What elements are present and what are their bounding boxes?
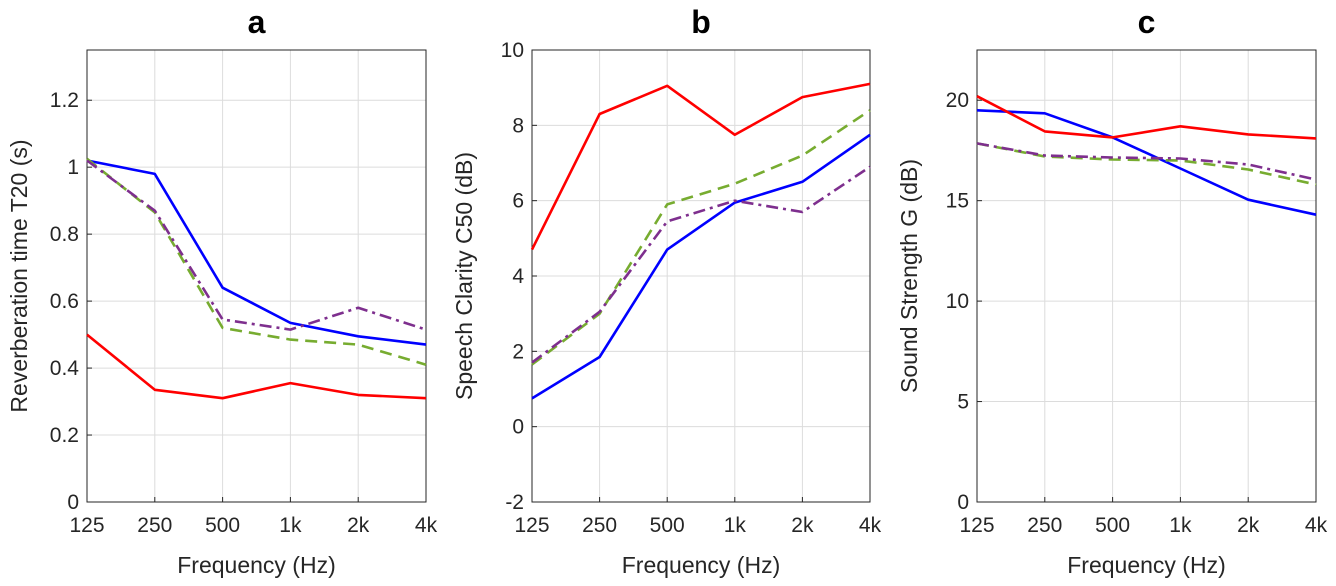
y-tick-label: 15 xyxy=(946,190,969,213)
series-line-2 xyxy=(86,333,427,400)
y-tick-label: 10 xyxy=(501,39,524,62)
x-tick-label: 500 xyxy=(650,514,685,537)
panel-title: c xyxy=(1138,4,1156,40)
y-tick-label: 20 xyxy=(946,89,969,112)
x-axis-label: Frequency (Hz) xyxy=(1067,552,1225,578)
x-tick-label: 2k xyxy=(1237,514,1260,537)
series-line-1 xyxy=(86,159,427,346)
chart-panel-a: 125 250 500 1k 2k 4k 0 0.2 0.4 0.6 0.8 1 1.2 a Frequen… xyxy=(6,4,438,578)
y-tick-label: 1.2 xyxy=(50,89,79,112)
x-tick-label: 1k xyxy=(279,514,302,537)
panel-title: a xyxy=(248,4,266,40)
x-tick-label: 500 xyxy=(1095,514,1130,537)
y-axis-label: Reverberation time T20 (s) xyxy=(6,139,32,412)
y-tick-label: 10 xyxy=(946,290,969,313)
x-tick-label: 250 xyxy=(1027,514,1062,537)
x-tick-label: 250 xyxy=(137,514,172,537)
x-tick-label: 2k xyxy=(791,514,814,537)
y-axis-label: Speech Clarity C50 (dB) xyxy=(451,152,477,400)
x-tick-label: 1k xyxy=(724,514,747,537)
y-tick-label: 0.6 xyxy=(50,290,79,313)
panel-title: b xyxy=(691,4,711,40)
series-line-2 xyxy=(976,95,1317,140)
x-tick-label: 2k xyxy=(347,514,370,537)
axis-box xyxy=(86,49,427,503)
y-tick-label: 4 xyxy=(512,265,524,288)
x-tick-label: 1k xyxy=(1169,514,1192,537)
y-tick-label: -2 xyxy=(505,491,524,514)
series-line-3 xyxy=(976,142,1317,186)
y-tick-label: 2 xyxy=(512,340,524,363)
series-line-2 xyxy=(530,82,871,251)
x-axis-label: Frequency (Hz) xyxy=(622,552,780,578)
x-tick-label: 125 xyxy=(514,514,549,537)
x-axis-label: Frequency (Hz) xyxy=(177,552,335,578)
y-tick-label: 0.2 xyxy=(50,424,79,447)
series-line-1 xyxy=(531,133,871,400)
y-axis-label: Sound Strength G (dB) xyxy=(896,159,922,393)
series-line-1 xyxy=(976,109,1317,216)
x-tick-label: 250 xyxy=(582,514,617,537)
x-tick-label: 125 xyxy=(69,514,104,537)
y-tick-label: 0.8 xyxy=(50,223,79,246)
series-line-4 xyxy=(976,142,1317,181)
series-line-3 xyxy=(86,157,427,366)
x-tick-label: 4k xyxy=(859,514,882,537)
y-tick-label: 0.4 xyxy=(50,357,80,380)
x-tick-label: 4k xyxy=(1305,514,1328,537)
y-tick-label: 5 xyxy=(957,391,969,414)
series-line-3 xyxy=(531,109,871,366)
y-tick-label: 8 xyxy=(512,114,524,137)
y-tick-label: 0 xyxy=(957,491,969,514)
x-tick-label: 4k xyxy=(415,514,438,537)
y-tick-label: 0 xyxy=(67,491,79,514)
chart-panel-b: 125 250 500 1k 2k 4k -2 0 2 4 6 8 10 b Frequency (Hz) S… xyxy=(451,4,882,578)
x-tick-label: 125 xyxy=(959,514,994,537)
chart-panel-c: 125 250 500 1k 2k 4k 0 5 10 15 20 c Frequency (Hz) So… xyxy=(896,4,1328,578)
y-tick-label: 0 xyxy=(512,416,524,439)
y-tick-label: 1 xyxy=(67,156,79,179)
axis-box xyxy=(976,49,1317,503)
y-tick-label: 6 xyxy=(512,190,524,213)
series-line-4 xyxy=(531,165,871,364)
x-tick-label: 500 xyxy=(205,514,240,537)
